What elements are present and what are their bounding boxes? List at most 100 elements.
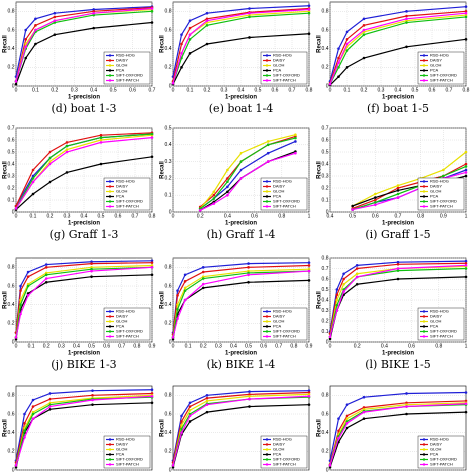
legend-box [103,435,151,469]
legend-marker [265,180,269,183]
point [294,151,297,155]
legend-marker [422,69,426,72]
point [345,30,349,34]
x-tick-label: 1 [465,213,468,219]
point [342,282,345,286]
point [188,408,192,412]
point [90,266,93,269]
legend-label: SIFT-PATCH [430,334,453,339]
legend-marker [265,205,269,208]
y-tick-label: 0.5 [322,287,329,293]
point [53,33,57,36]
legend-marker [108,195,112,198]
y-tick-label: 0.5 [322,149,329,155]
legend-label: GLOH [273,63,284,68]
point [90,269,93,273]
x-tick-label: 0.2 [200,343,207,349]
point [31,192,35,196]
y-tick-label: 0.2 [322,449,329,455]
x-tick-label: 0.3 [58,343,65,349]
x-tick-label: 0.5 [412,87,419,93]
point [247,262,250,265]
point [24,45,28,49]
y-tick-label: 0.4 [322,161,329,167]
x-tick-label: 0.4 [230,343,237,349]
point [266,151,270,155]
legend-label: SIFT-OXFORD [273,457,300,462]
panel: 0 0.2 0.4 0.6 0.8 0 0.1 0.2 0.3 0.4 0.5 0.6 0.7 1-pre… [3,1,156,115]
series-line [15,395,153,466]
point [355,267,359,270]
point [355,272,359,276]
legend-label: PCA [273,194,282,199]
point [24,38,28,41]
legend-label: PCA [273,324,282,329]
point [396,192,400,196]
legend-marker [265,54,269,57]
point [362,56,366,60]
point [180,33,183,36]
legend-label: PCA [430,194,439,199]
point [188,52,192,55]
point [405,392,408,395]
point [335,298,339,302]
point [226,180,229,184]
y-tick-label: 0.4 [165,46,172,52]
point [247,269,250,273]
point [48,160,52,163]
legend-marker [422,438,426,441]
x-tick-label: 0.3 [215,343,222,349]
point [307,389,311,392]
point [335,293,339,297]
series-line [352,165,467,211]
legend-marker [265,453,269,456]
y-tick-label: 0.6 [165,283,172,289]
y-axis-label: Recall [3,419,9,437]
point [188,401,192,405]
point [248,7,251,10]
y-tick-label: 0.4 [322,297,329,303]
legend-label: SIFT-PATCH [430,462,453,467]
series-line [15,133,153,209]
series-line [329,264,467,337]
legend-label: RSD-HOG [430,179,449,184]
legend-label: PCA [116,452,125,457]
point [26,294,30,297]
point [345,66,349,69]
point [183,280,187,283]
legend-label: GLOH [116,319,127,324]
point [396,260,400,264]
legend-marker [108,64,112,67]
legend-marker [265,320,269,323]
point [92,8,96,11]
point [91,398,94,402]
point [335,288,339,291]
series-line [329,391,467,461]
series-line [329,400,467,465]
legend-marker [422,458,426,461]
y-tick-label: 0 [326,467,329,473]
point [307,10,311,13]
point [337,417,340,420]
point [150,392,154,395]
point [307,11,311,15]
x-tick-label: 0.2 [197,213,204,219]
legend-marker [422,453,426,456]
y-axis-label: Recall [317,291,323,309]
y-tick-label: 0 [326,209,329,215]
series-line [172,270,310,338]
legend-marker [422,320,426,323]
point [294,140,297,143]
point [188,26,192,30]
series-line [199,152,296,211]
y-tick-label: 0.2 [165,176,172,182]
legend-label: SIFT-PATCH [116,334,139,339]
legend-label: GLOH [116,63,127,68]
y-tick-label: 0.7 [8,125,15,131]
point [91,389,94,392]
x-tick-label: 0.8 [278,213,285,219]
point [14,465,18,469]
series-line [15,396,153,466]
y-tick-label: 0.4 [322,430,329,436]
point [374,192,377,196]
